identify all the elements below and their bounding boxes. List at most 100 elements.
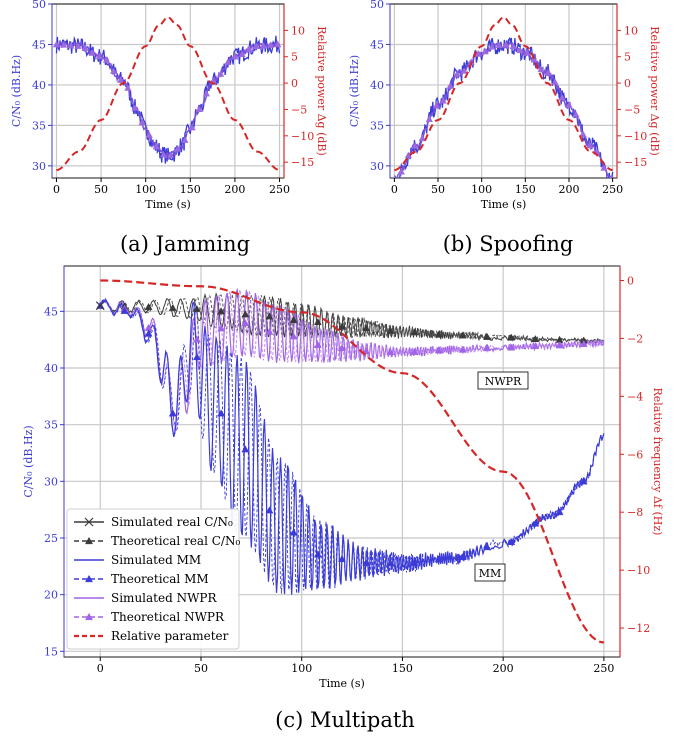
real-marker bbox=[338, 322, 346, 330]
chart-multipath: 0 50 100 150 200 250 15 20 25 30 35 40 45 0 −2 −4 −6 −8 −1… bbox=[22, 265, 664, 690]
real-marker bbox=[362, 324, 371, 332]
legend-label: Relative parameter bbox=[111, 629, 229, 643]
nwpr-marker bbox=[193, 335, 201, 343]
series-relative-power bbox=[56, 16, 280, 172]
theory-marker bbox=[217, 70, 225, 77]
nwpr-marker bbox=[434, 346, 443, 354]
plot-frame bbox=[389, 3, 618, 179]
theory-marker bbox=[231, 52, 239, 60]
x-tick-label: 50 bbox=[94, 183, 108, 196]
x-tick-label: 50 bbox=[431, 183, 445, 196]
y-tick-label-right: 5 bbox=[291, 51, 298, 64]
theory-marker bbox=[238, 50, 246, 57]
y-tick-label-right: −12 bbox=[627, 622, 650, 635]
theory-marker bbox=[259, 42, 268, 49]
theory-marker bbox=[138, 118, 146, 126]
mm-marker bbox=[168, 409, 177, 417]
legend-item: Theoretical NWPR bbox=[74, 610, 225, 624]
real-marker bbox=[386, 327, 395, 335]
mm-marker bbox=[410, 558, 419, 566]
theory-marker bbox=[460, 67, 468, 74]
x-tick-label: 150 bbox=[392, 662, 413, 675]
series-simulated-cn0 bbox=[55, 35, 281, 164]
real-x-marker bbox=[95, 301, 105, 311]
nwpr-marker bbox=[289, 332, 298, 340]
theory-marker bbox=[551, 78, 559, 85]
legend-label: Simulated real C/N₀ bbox=[111, 515, 233, 529]
y-tick-label-left: 40 bbox=[44, 362, 58, 375]
mm-marker bbox=[120, 306, 129, 314]
legend-marker bbox=[84, 517, 94, 527]
y-tick-label-right: −8 bbox=[627, 506, 643, 519]
nwpr-marker bbox=[338, 344, 346, 352]
series-theoretical-real bbox=[99, 293, 605, 344]
y-tick-label-left: 50 bbox=[370, 0, 384, 11]
y-tick-label-left: 40 bbox=[370, 79, 384, 92]
theory-marker bbox=[195, 105, 203, 113]
plot-area bbox=[95, 279, 605, 644]
theory-marker bbox=[59, 41, 68, 48]
mm-marker bbox=[434, 555, 443, 563]
real-marker bbox=[313, 317, 322, 326]
y-tick-label-left: 15 bbox=[44, 645, 58, 658]
theory-marker bbox=[453, 70, 461, 77]
caption-spoofing: (b) Spoofing bbox=[443, 232, 574, 256]
theory-marker bbox=[52, 40, 61, 48]
theory-marker bbox=[81, 44, 89, 51]
x-tick-label: 100 bbox=[291, 662, 312, 675]
theory-marker bbox=[432, 102, 440, 109]
x-tick-label: 250 bbox=[602, 183, 623, 196]
legend-marker bbox=[84, 574, 94, 583]
real-marker bbox=[434, 330, 443, 338]
theory-marker bbox=[495, 41, 503, 49]
y-tick-label-left: 35 bbox=[32, 119, 46, 132]
y-tick-label-left: 35 bbox=[370, 119, 384, 132]
nwpr-marker bbox=[410, 347, 419, 355]
theory-marker bbox=[109, 67, 118, 74]
theory-marker bbox=[393, 175, 396, 178]
real-marker bbox=[241, 310, 250, 318]
mm-marker bbox=[362, 558, 371, 566]
theory-marker bbox=[565, 101, 573, 108]
legend-label: Simulated MM bbox=[111, 553, 201, 567]
annotation-box bbox=[477, 371, 529, 390]
y-axis-label-right: Relative power Δg (dB) bbox=[315, 26, 328, 156]
mm-marker bbox=[217, 409, 226, 417]
legend-box bbox=[66, 508, 240, 650]
y-tick-label-left: 30 bbox=[44, 475, 58, 488]
y-tick-label-left: 45 bbox=[32, 38, 46, 51]
nwpr-marker bbox=[265, 327, 274, 335]
chart-jamming: 0 50 100 150 200 250 30 35 40 45 50 −15 −10 −5 0 5 10 Tim… bbox=[10, 0, 328, 211]
legend-item: Theoretical real C/N₀ bbox=[74, 534, 240, 548]
x-tick-label: 50 bbox=[194, 662, 208, 675]
y-tick-label-right: −6 bbox=[627, 448, 643, 461]
mm-marker bbox=[338, 554, 346, 563]
theory-marker bbox=[418, 134, 426, 142]
mm-marker bbox=[289, 528, 298, 536]
y-axis-label-left: C/N₀ (dB.Hz) bbox=[22, 425, 35, 497]
y-tick-label-left: 30 bbox=[32, 160, 46, 173]
x-tick-label: 250 bbox=[269, 183, 290, 196]
chart-spoofing: 0 50 100 150 200 250 30 35 40 45 50 −15 −10 −5 0 5 10 Tim… bbox=[348, 0, 661, 211]
nwpr-marker bbox=[386, 347, 395, 355]
y-axis-label-left: C/N₀ (dB.Hz) bbox=[348, 55, 361, 127]
theory-marker bbox=[488, 42, 496, 50]
y-axis-label-right: Relative frequency Δf (Hz) bbox=[651, 388, 664, 536]
series-relative-power bbox=[394, 16, 613, 172]
y-tick-label-right: −15 bbox=[624, 156, 647, 169]
series-theoretical-mm bbox=[100, 297, 605, 594]
y-tick-label-left: 30 bbox=[370, 160, 384, 173]
x-tick-label: 200 bbox=[224, 183, 245, 196]
real-marker bbox=[531, 335, 540, 343]
nwpr-marker bbox=[507, 343, 516, 351]
real-marker bbox=[483, 332, 491, 340]
mm-marker bbox=[579, 477, 588, 485]
theory-marker bbox=[537, 65, 545, 72]
y-tick-label-right: −5 bbox=[624, 103, 640, 116]
nwpr-marker bbox=[531, 341, 540, 350]
nwpr-marker bbox=[241, 318, 250, 326]
x-tick-label: 150 bbox=[180, 183, 201, 196]
theory-marker bbox=[516, 46, 524, 54]
mm-marker bbox=[241, 445, 250, 453]
theory-marker bbox=[145, 131, 153, 138]
